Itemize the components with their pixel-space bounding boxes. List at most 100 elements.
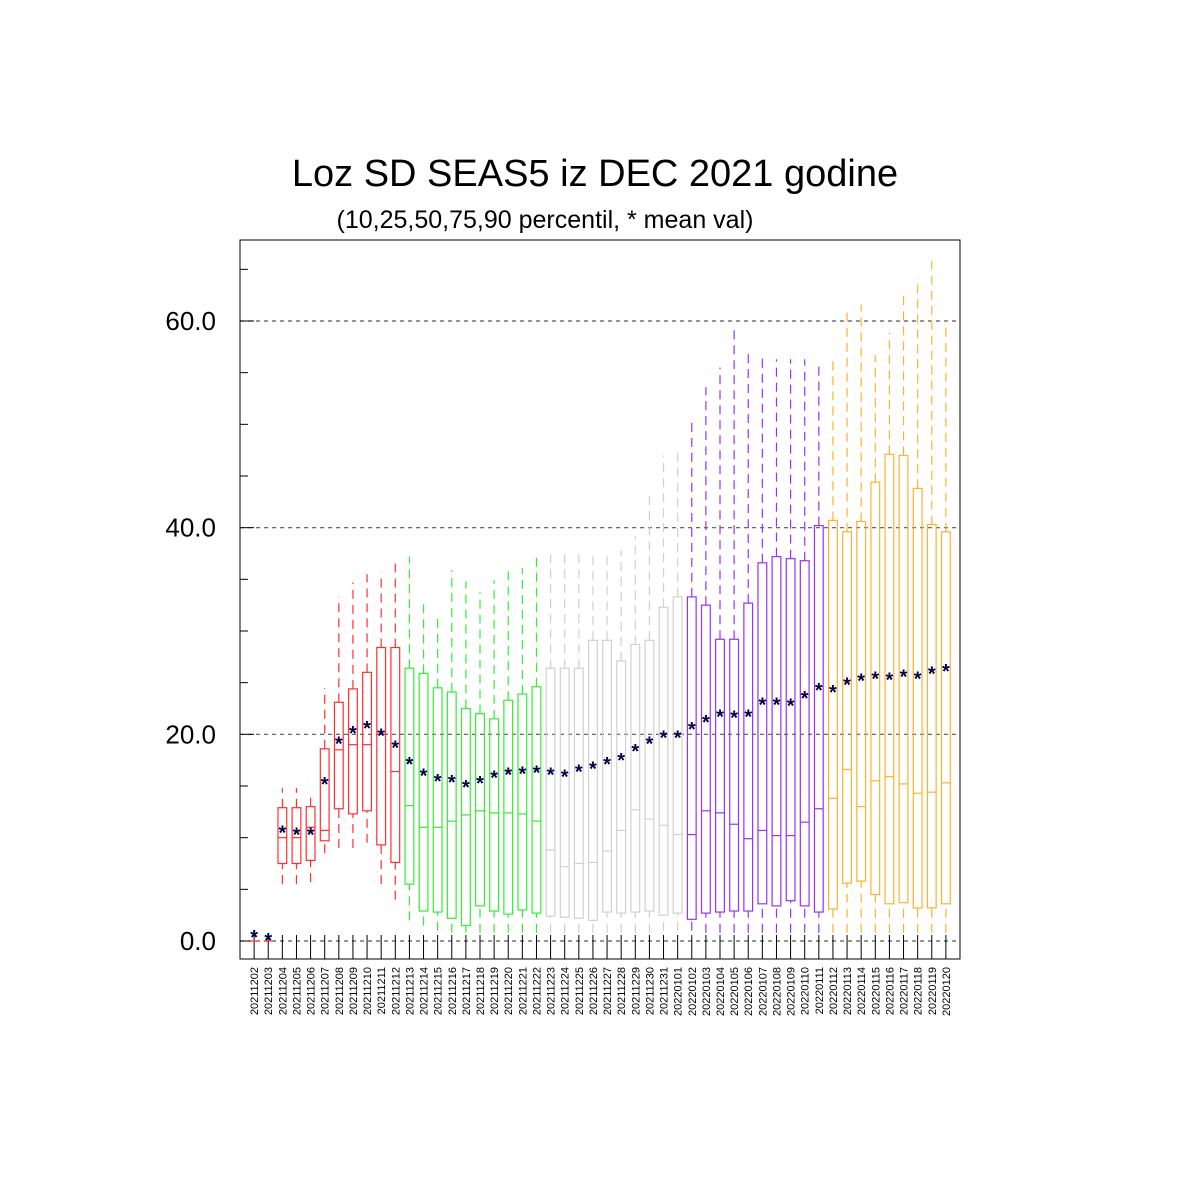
- iqr-box: [799, 560, 810, 907]
- iqr-box: [460, 707, 471, 927]
- x-tick-label: 20211212: [390, 967, 402, 1015]
- x-tick-label: 20220119: [927, 967, 939, 1015]
- mean-marker: *: [646, 734, 654, 756]
- mean-marker: *: [773, 694, 781, 716]
- iqr-box: [291, 807, 302, 865]
- iqr-box: [305, 806, 316, 862]
- iqr-box: [813, 524, 824, 913]
- x-tick-label: 20211215: [433, 967, 445, 1015]
- x-tick-label: 20211223: [546, 967, 558, 1015]
- mean-marker: *: [716, 707, 724, 729]
- x-tick-label: 20220110: [800, 967, 812, 1015]
- x-tick-label: 20220116: [884, 967, 896, 1015]
- box-20220109: [785, 359, 796, 933]
- x-tick-label: 20211230: [644, 967, 656, 1015]
- x-tick-label: 20211202: [249, 967, 261, 1015]
- mean-marker: *: [504, 765, 512, 787]
- mean-marker: *: [250, 927, 258, 949]
- mean-marker: *: [900, 666, 908, 688]
- mean-marker: *: [547, 765, 555, 787]
- iqr-box: [362, 671, 373, 812]
- x-tick-label: 20211210: [362, 967, 374, 1015]
- box-20220111: [813, 365, 824, 933]
- x-tick-label: 20211222: [531, 967, 543, 1015]
- box-20211229: [630, 535, 641, 933]
- iqr-box: [898, 454, 909, 904]
- iqr-box: [715, 638, 725, 913]
- x-tick-label: 20211218: [475, 967, 487, 1015]
- x-tick-label: 20220118: [913, 967, 925, 1015]
- iqr-box: [418, 672, 429, 912]
- iqr-box: [940, 531, 951, 905]
- mean-marker: *: [787, 695, 795, 717]
- iqr-box: [573, 667, 584, 919]
- mean-marker: *: [264, 930, 272, 952]
- box-20211204: [277, 788, 288, 885]
- iqr-box: [489, 718, 500, 912]
- iqr-box: [842, 531, 853, 884]
- iqr-box: [771, 555, 782, 907]
- x-tick-label: 20220106: [743, 967, 755, 1016]
- x-tick-label: 20211229: [630, 967, 642, 1015]
- mean-marker: *: [406, 754, 414, 776]
- mean-marker: *: [518, 764, 526, 786]
- mean-marker: *: [391, 738, 399, 760]
- iqr-box: [531, 686, 542, 914]
- mean-marker: *: [561, 767, 569, 789]
- box-20220118: [912, 277, 923, 933]
- x-tick-label: 20211213: [404, 967, 416, 1015]
- x-tick-label: 20220107: [757, 967, 769, 1016]
- mean-marker: *: [815, 680, 823, 702]
- x-tick-label: 20220102: [687, 967, 699, 1016]
- x-tick-label: 20211216: [447, 967, 459, 1015]
- iqr-box: [757, 562, 768, 905]
- mean-marker: *: [377, 725, 385, 747]
- x-tick-label: 20220120: [941, 967, 953, 1016]
- box-20220114: [856, 304, 867, 933]
- mean-marker: *: [942, 661, 950, 683]
- iqr-box: [503, 699, 514, 915]
- mean-marker: *: [575, 761, 583, 783]
- iqr-box: [587, 639, 598, 921]
- x-axis: 20211202 20211203 20211204 20211205 20211206…: [249, 935, 953, 1016]
- x-tick-label: 20211228: [616, 967, 628, 1015]
- iqr-box: [785, 558, 796, 902]
- iqr-box: [912, 487, 923, 909]
- box-20220108: [771, 359, 782, 933]
- mean-marker: *: [688, 719, 696, 741]
- box-20220104: [715, 367, 725, 933]
- x-tick-label: 20220109: [786, 967, 798, 1016]
- mean-marker: *: [631, 741, 639, 763]
- x-tick-label: 20211217: [461, 967, 473, 1015]
- iqr-box: [319, 748, 330, 842]
- x-tick-label: 20211203: [263, 967, 275, 1015]
- mean-marker: *: [278, 822, 286, 844]
- box-20211230: [644, 492, 655, 933]
- mean-marker: *: [420, 766, 428, 788]
- mean-marker: *: [307, 825, 315, 847]
- iqr-box: [277, 807, 288, 865]
- mean-marker: *: [843, 675, 851, 697]
- mean-marker: *: [886, 670, 894, 692]
- box-20211206: [305, 792, 316, 883]
- iqr-box: [559, 667, 570, 918]
- box-20211223: [545, 552, 556, 933]
- mean-marker: *: [617, 750, 625, 772]
- mean-marker: *: [674, 727, 682, 749]
- iqr-box: [856, 520, 867, 882]
- iqr-box: [404, 667, 415, 885]
- iqr-box: [545, 667, 556, 917]
- mean-marker: *: [730, 708, 738, 730]
- y-tick-label: 40.0: [165, 513, 216, 543]
- mean-marker: *: [702, 712, 710, 734]
- x-tick-label: 20211224: [560, 967, 572, 1015]
- iqr-box: [333, 701, 344, 810]
- mean-marker: *: [603, 754, 611, 776]
- box-20211220: [503, 567, 514, 933]
- box-20211216: [446, 570, 457, 933]
- mean-marker: *: [321, 774, 329, 796]
- box-20220119: [926, 261, 937, 933]
- box-20220107: [757, 354, 768, 933]
- x-tick-label: 20211209: [348, 967, 360, 1015]
